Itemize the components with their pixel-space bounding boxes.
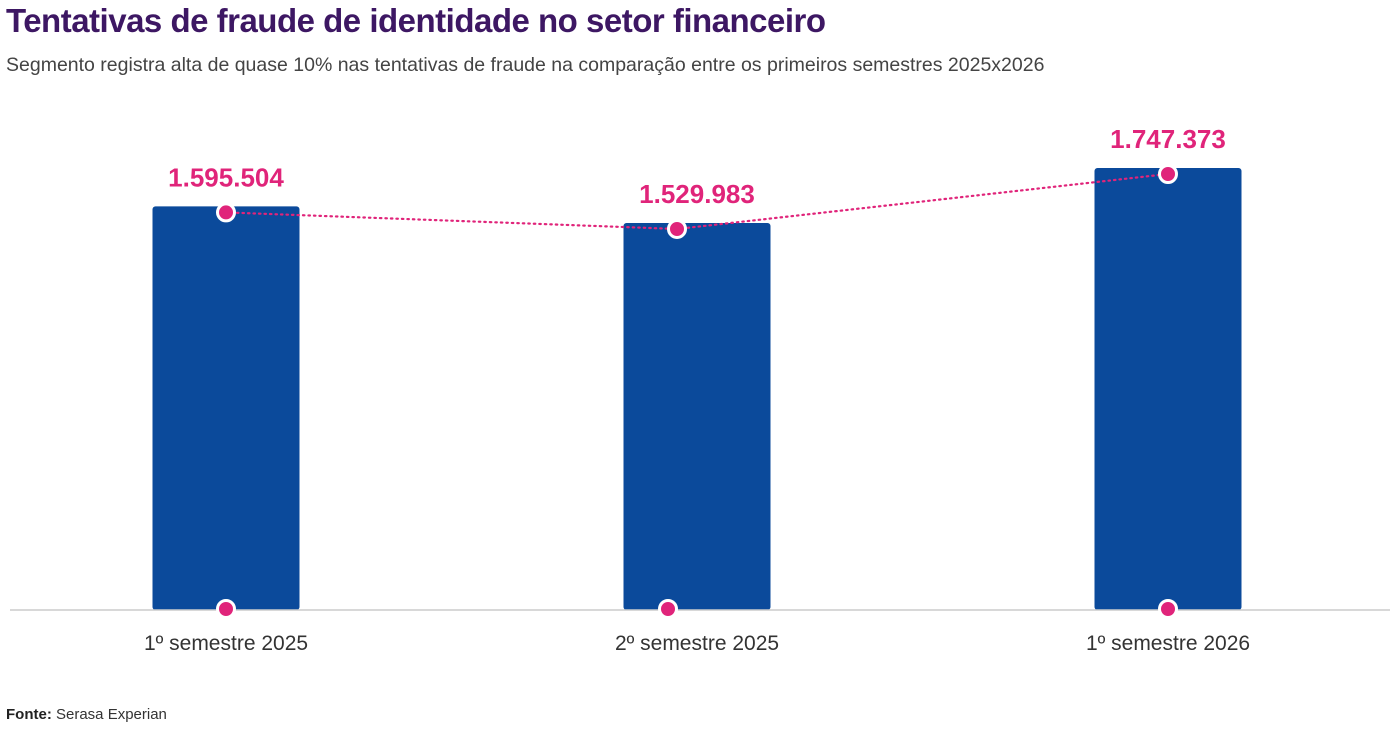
chart-subtitle: Segmento registra alta de quase 10% nas … [6,54,1045,76]
trend-point-2 [667,218,687,239]
bar-2 [623,222,771,610]
chart-title: Tentativas de fraude de identidade no se… [6,2,826,39]
trend-line-layer [216,164,1178,619]
source-text: Serasa Experian [56,706,167,723]
baseline-point-2 [658,599,678,619]
baseline-point-1 [216,599,236,619]
labels-layer: 1.595.504 1.529.983 1.747.373 1º semestre 2… [144,124,1250,655]
trend-point-3 [1158,164,1178,184]
category-label-3: 1º semestre 2026 [1086,632,1250,655]
source-note: Fonte: Serasa Experian [6,706,167,723]
category-label-2: 2º semestre 2025 [615,632,779,655]
bar-3 [1094,168,1242,610]
category-label-1: 1º semestre 2025 [144,632,308,655]
baseline-point-3 [1158,599,1178,619]
value-label-3: 1.747.373 [1110,124,1226,154]
source-label: Fonte: [6,706,52,723]
value-label-1: 1.595.504 [168,162,284,192]
bar-1 [152,206,300,610]
trend-point-1 [216,202,236,223]
value-label-2: 1.529.983 [639,179,755,209]
bars-layer [152,168,1242,610]
